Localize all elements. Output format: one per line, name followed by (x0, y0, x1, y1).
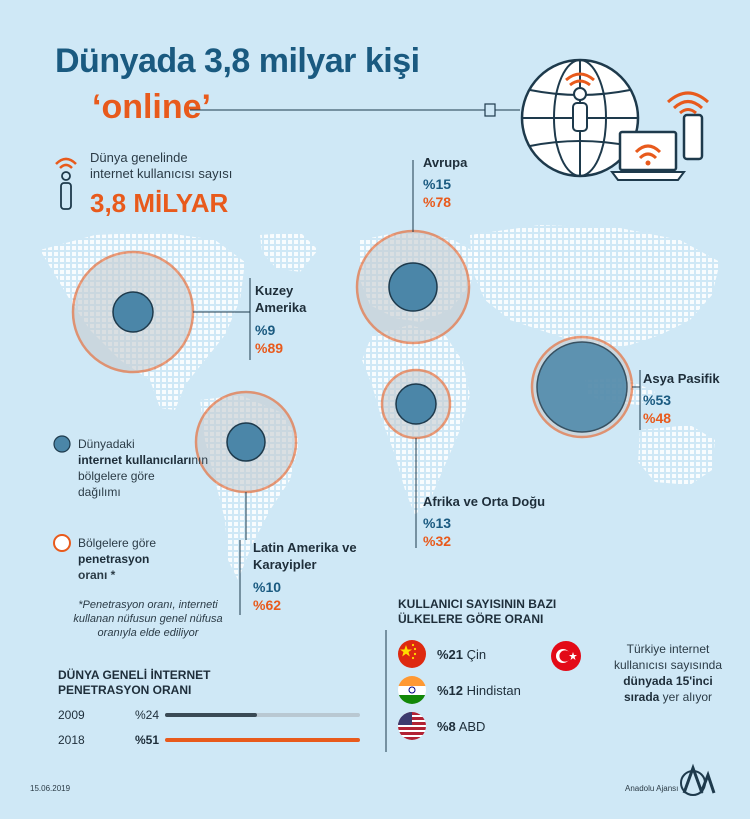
region-europe-bubble (355, 229, 471, 345)
leader-lines (190, 109, 641, 615)
country-india: %12 Hindistan (437, 683, 521, 698)
anadolu-agency-logo (680, 763, 716, 796)
bar-fill-2018 (165, 738, 360, 742)
country-pct: %21 (437, 647, 464, 662)
region-label-north-america: Kuzey Amerika %9 %89 (255, 282, 306, 357)
legend-users-bold: internet kullanıcıları (78, 453, 192, 467)
region-name: Afrika ve Orta Doğu (423, 494, 546, 509)
legend-penetration-line-1: Bölgelere göre (78, 536, 157, 550)
region-label-latin-america: Latin Amerika ve Karayipler %10 %62 (253, 539, 357, 614)
region-penetration-pct: %48 (643, 410, 672, 426)
legend-penetration-icon (53, 534, 71, 552)
footnote: *Penetrasyon oranı, interneti kullanan n… (73, 599, 223, 639)
legend-penetration: Bölgelere göre penetrasyon oranı * (78, 535, 248, 583)
country-name: Hindistan (466, 683, 521, 698)
region-label-europe: Avrupa %15 %78 (423, 154, 467, 211)
region-asia-pacific-bubble (530, 335, 634, 439)
region-penetration-pct: %62 (253, 597, 282, 613)
region-label-asia-pacific: Asya Pasifik %53 %48 (643, 370, 720, 427)
turkey-line-2: kullanıcısı sayısında (613, 658, 723, 672)
region-name: Kuzey (255, 283, 294, 298)
country-usa: %8 ABD (437, 719, 485, 734)
countries-title-2: ÜLKELERE GÖRE ORANI (398, 612, 544, 626)
year-2009: 2009 (58, 708, 85, 722)
global-penetration-title: DÜNYA GENELİ İNTERNET PENETRASYON ORANI (58, 668, 210, 698)
legend-users-line-1: Dünyadaki (78, 437, 135, 451)
plug-icon (484, 103, 520, 117)
bar-track-2009 (165, 713, 360, 717)
page-subtitle: ‘online’ (92, 88, 211, 126)
country-name: Çin (466, 647, 487, 662)
region-users-pct: %9 (255, 322, 276, 338)
turkey-suffix: yer alıyor (659, 690, 713, 704)
turkey-bold-2: sırada (623, 690, 660, 704)
globe-user-icon (520, 58, 640, 178)
india-flag-icon (398, 676, 426, 704)
region-north-america-bubble (71, 250, 195, 374)
country-name: ABD (458, 719, 486, 734)
country-china: %21 Çin (437, 647, 486, 662)
legend-penetration-line-3: oranı * (78, 568, 116, 582)
turkey-flag-icon (551, 641, 581, 671)
region-label-africa-middle-east: Afrika ve Orta Doğu %13 %32 (423, 493, 545, 550)
bar-fill-2009 (165, 713, 257, 717)
region-penetration-pct: %89 (255, 340, 284, 356)
region-name: Asya Pasifik (643, 371, 720, 386)
usa-flag-icon (398, 712, 426, 740)
legend-users-line-2: internet kullanıcılarının (78, 452, 248, 468)
region-users-pct: %53 (643, 392, 672, 408)
legend-users-line-3: bölgelere göre (78, 469, 155, 483)
countries-title: KULLANICI SAYISININ BAZI ÜLKELERE GÖRE O… (398, 597, 556, 627)
page-title: Dünyada 3,8 milyar kişi (55, 42, 420, 80)
bar-track-2018 (165, 738, 360, 742)
region-name-2: Amerika (255, 300, 307, 315)
region-name: Avrupa (423, 155, 468, 170)
country-pct: %12 (437, 683, 464, 698)
global-title-1: DÜNYA GENELİ İNTERNET (58, 668, 211, 682)
region-name-2: Karayipler (253, 557, 317, 572)
year-2018: 2018 (58, 733, 85, 747)
country-pct: %8 (437, 719, 456, 734)
person-wifi-icon (55, 157, 77, 210)
legend-users-line-4: dağılımı (78, 485, 121, 499)
intro-line-2: internet kullanıcısı sayısı (90, 166, 233, 181)
pct-2018: %51 (135, 733, 160, 747)
turkey-bold: dünyada 15'inci (623, 674, 713, 688)
legend-users-suffix: nın (191, 453, 209, 467)
turkey-line-1: Türkiye internet (626, 642, 710, 656)
router-icon (666, 91, 710, 161)
region-users-pct: %15 (423, 176, 452, 192)
intro-value: 3,8 MİLYAR (90, 188, 229, 218)
intro-text: Dünya genelinde internet kullanıcısı say… (90, 150, 290, 182)
laptop-icon (610, 130, 686, 181)
legend-penetration-bold: penetrasyon (78, 552, 150, 566)
legend-users: Dünyadaki internet kullanıcılarının bölg… (78, 436, 248, 500)
region-penetration-pct: %78 (423, 194, 452, 210)
china-flag-icon (398, 640, 426, 668)
legend-users-icon (53, 435, 71, 453)
countries-title-1: KULLANICI SAYISININ BAZI (398, 597, 557, 611)
pct-2009: %24 (135, 708, 160, 722)
intro-line-1: Dünya genelinde (90, 150, 188, 165)
footer-agency: Anadolu Ajansı (625, 784, 679, 793)
region-users-pct: %10 (253, 579, 282, 595)
region-users-pct: %13 (423, 515, 452, 531)
region-penetration-pct: %32 (423, 533, 452, 549)
global-title-2: PENETRASYON ORANI (58, 683, 192, 697)
turkey-text: Türkiye internet kullanıcısı sayısında d… (593, 641, 743, 705)
region-africa-bubble (380, 368, 452, 440)
legend-penetration-line-2: penetrasyon (78, 551, 248, 567)
footer-date: 15.06.2019 (30, 784, 71, 793)
region-name: Latin Amerika ve (253, 540, 357, 555)
